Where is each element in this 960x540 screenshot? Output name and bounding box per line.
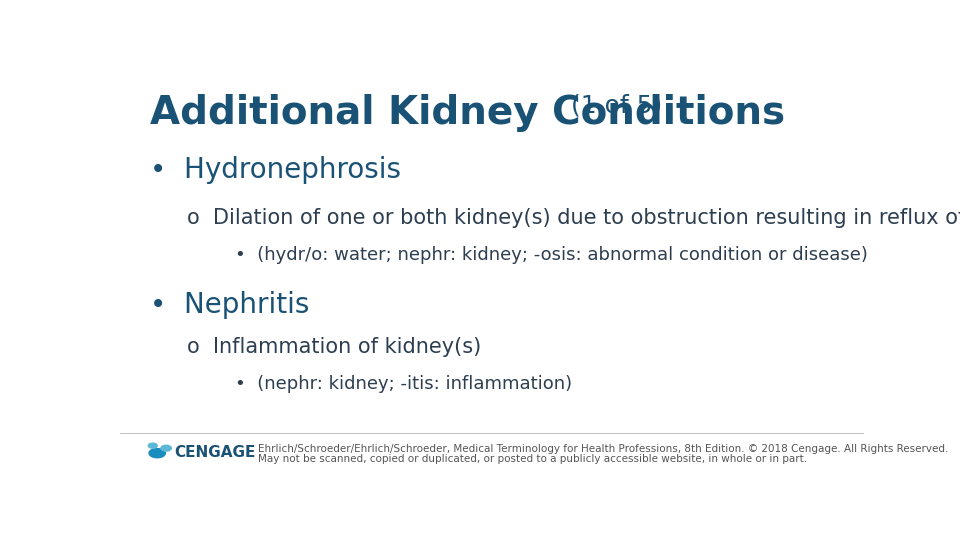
- Text: Additional Kidney Conditions: Additional Kidney Conditions: [150, 94, 785, 132]
- Text: o  Inflammation of kidney(s): o Inflammation of kidney(s): [187, 337, 481, 357]
- Text: •  Nephritis: • Nephritis: [150, 292, 309, 320]
- Circle shape: [161, 446, 171, 451]
- Text: May not be scanned, copied or duplicated, or posted to a publicly accessible web: May not be scanned, copied or duplicated…: [257, 454, 806, 464]
- Text: •  Hydronephrosis: • Hydronephrosis: [150, 156, 400, 184]
- Circle shape: [148, 443, 157, 448]
- Text: •  (hydr/o: water; nephr: kidney; -osis: abnormal condition or disease): • (hydr/o: water; nephr: kidney; -osis: …: [235, 246, 868, 264]
- Text: o  Dilation of one or both kidney(s) due to obstruction resulting in reflux of u: o Dilation of one or both kidney(s) due …: [187, 208, 960, 228]
- Text: Ehrlich/Schroeder/Ehrlich/Schroeder, Medical Terminology for Health Professions,: Ehrlich/Schroeder/Ehrlich/Schroeder, Med…: [257, 444, 948, 455]
- Circle shape: [149, 449, 165, 458]
- Text: (1 of 5): (1 of 5): [564, 94, 662, 118]
- Text: •  (nephr: kidney; -itis: inflammation): • (nephr: kidney; -itis: inflammation): [235, 375, 572, 393]
- Text: CENGAGE: CENGAGE: [175, 445, 255, 460]
